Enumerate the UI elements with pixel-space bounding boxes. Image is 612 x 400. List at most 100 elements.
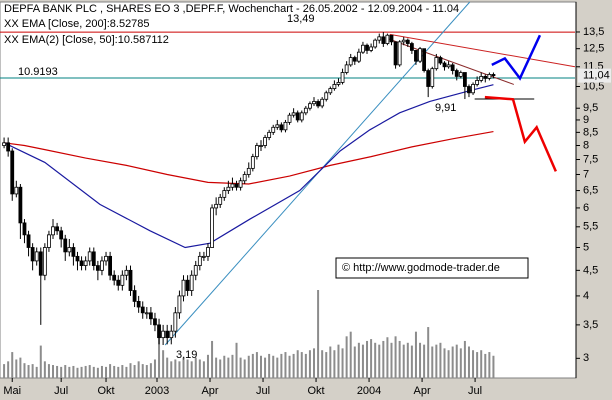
- candle-body: [116, 279, 121, 286]
- candle-body: [91, 251, 96, 266]
- volume-bar: [284, 352, 287, 378]
- candle-body: [255, 145, 259, 158]
- volume-bar: [353, 346, 356, 378]
- y-tick-label: 4: [583, 290, 589, 302]
- volume-bar: [52, 365, 55, 378]
- y-tick-label: 4,5: [583, 264, 598, 276]
- candle-body: [324, 92, 329, 100]
- candle-body: [26, 234, 31, 248]
- volume-bar: [182, 357, 185, 378]
- candle-body: [222, 190, 227, 198]
- candle-body: [108, 255, 113, 276]
- volume-bar: [11, 352, 14, 378]
- candle-body: [299, 112, 304, 121]
- volume-bar: [39, 345, 42, 378]
- volume-bar: [80, 366, 83, 378]
- volume-bar: [427, 327, 430, 378]
- volume-bar: [162, 350, 165, 378]
- chart-title: DEPFA BANK PLC , SHARES EO 3 ,DEPF.F, Wo…: [4, 3, 459, 15]
- y-tick-label: 8,5: [583, 126, 598, 138]
- candle-body: [165, 330, 170, 339]
- volume-bar: [447, 350, 450, 378]
- candle-body: [59, 230, 64, 240]
- candle-body: [381, 36, 386, 44]
- x-tick-label: 2004: [357, 385, 381, 397]
- candle-body: [397, 41, 402, 66]
- candle-body: [136, 301, 141, 308]
- candle-body: [438, 57, 443, 64]
- candle-body: [214, 203, 219, 209]
- candle-body: [373, 39, 378, 48]
- candle-body: [75, 255, 80, 262]
- y-tick-label: 10,5: [583, 80, 604, 92]
- candle-body: [153, 318, 157, 326]
- candle-body: [475, 79, 480, 85]
- candle-body: [112, 274, 117, 281]
- volume-bar: [125, 366, 128, 378]
- volume-bar: [186, 359, 189, 378]
- candle-body: [144, 312, 149, 315]
- candle-body: [210, 207, 214, 248]
- candle-body: [140, 306, 145, 314]
- candle-body: [446, 64, 451, 68]
- volume-bar: [370, 339, 373, 378]
- candle-body: [389, 34, 394, 43]
- volume-bar: [133, 365, 136, 378]
- candle-body: [340, 72, 345, 83]
- candle-body: [405, 39, 410, 44]
- volume-bar: [27, 365, 30, 378]
- volume-bar: [329, 346, 332, 378]
- volume-bar: [149, 363, 152, 378]
- legend-entry: XX EMA(2) [Close, 50]:10.587112: [4, 34, 169, 46]
- x-tick-label: Okt: [97, 385, 114, 397]
- candle-body: [275, 124, 280, 128]
- candle-body: [361, 44, 365, 53]
- volume-bar: [382, 340, 385, 378]
- volume-bar: [68, 366, 71, 378]
- volume-bar: [60, 366, 63, 378]
- volume-bar: [105, 366, 108, 378]
- candle-body: [414, 50, 418, 62]
- candle-body: [352, 57, 357, 62]
- candle-body: [14, 186, 19, 195]
- volume-bar: [84, 365, 87, 378]
- plot-area: [0, 1, 577, 379]
- candle-body: [197, 255, 202, 266]
- y-tick-label: 9: [583, 114, 589, 126]
- volume-bar: [480, 350, 483, 378]
- volume-bar: [219, 359, 222, 378]
- candle-body: [328, 88, 333, 94]
- candle-body: [47, 234, 51, 248]
- y-tick-label: 6,5: [583, 184, 598, 196]
- candle-body: [348, 57, 353, 66]
- candle-body: [471, 84, 475, 94]
- volume-bar: [72, 365, 75, 378]
- volume-bar: [390, 342, 393, 378]
- x-tick-label: Apr: [201, 385, 218, 397]
- volume-bar: [386, 337, 389, 378]
- candle-body: [401, 39, 406, 43]
- volume-bar: [321, 350, 324, 378]
- candle-body: [10, 150, 15, 195]
- x-tick-label: Mai: [3, 385, 21, 397]
- candle-body: [442, 62, 447, 68]
- candle-body: [356, 51, 361, 62]
- candle-body: [67, 247, 72, 253]
- y-tick-label: 8: [583, 139, 589, 151]
- last-price-label: 11,04: [583, 70, 610, 82]
- x-tick-label: Apr: [414, 385, 431, 397]
- volume-bar: [88, 365, 91, 378]
- candle-body: [177, 295, 182, 314]
- volume-bar: [56, 365, 59, 378]
- volume-bar: [431, 346, 434, 378]
- candle-body: [377, 36, 382, 41]
- candle-body: [487, 74, 492, 79]
- volume-bar: [439, 342, 442, 378]
- candle-body: [206, 247, 210, 257]
- volume-bar: [280, 353, 283, 378]
- volume-bar: [19, 357, 22, 378]
- volume-bar: [100, 365, 103, 378]
- volume-bar: [345, 336, 348, 378]
- volume-bar: [325, 352, 328, 378]
